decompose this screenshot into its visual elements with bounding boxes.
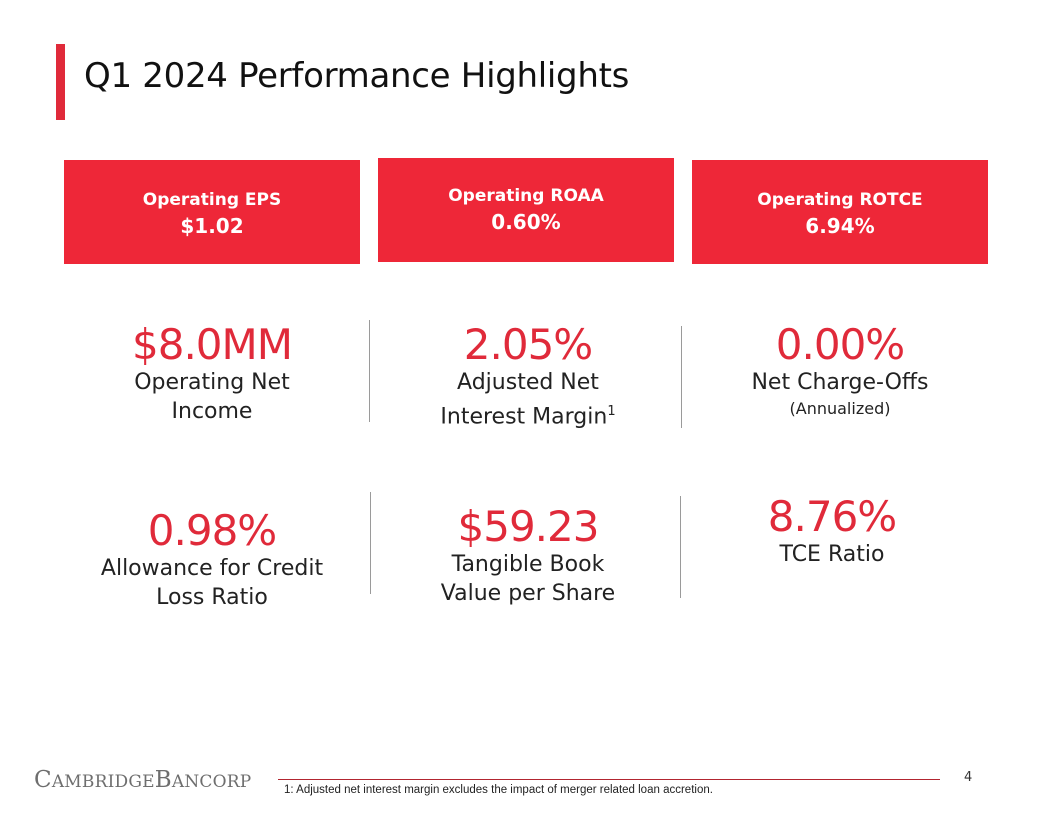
kpi-box-operating-roaa: Operating ROAA 0.60%	[378, 158, 674, 262]
metric-label: Loss Ratio	[156, 585, 268, 610]
metric-label: Value per Share	[440, 581, 616, 606]
title-accent-bar	[56, 44, 65, 120]
metric-label: TCE Ratio	[779, 542, 885, 567]
divider	[681, 326, 682, 428]
metric-value: $8.0MM	[132, 320, 293, 369]
page-title: Q1 2024 Performance Highlights	[84, 56, 630, 96]
metric-operating-net-income: $8.0MM Operating Net Income	[82, 322, 342, 426]
kpi-value: 6.94%	[805, 214, 875, 238]
kpi-box-operating-eps: Operating EPS $1.02	[64, 160, 360, 264]
metric-label: Net Charge-Offs	[751, 370, 929, 395]
metric-label: Income	[171, 399, 253, 424]
metric-value: 0.00%	[775, 320, 905, 369]
kpi-label: Operating ROTCE	[757, 190, 923, 210]
metric-label: Interest Margin1	[396, 397, 660, 431]
footnote: 1: Adjusted net interest margin excludes…	[284, 784, 713, 796]
kpi-label: Operating EPS	[142, 190, 282, 210]
metric-label: Allowance for Credit	[100, 556, 324, 581]
metric-label: Operating Net	[134, 370, 290, 395]
metric-value: 0.98%	[147, 506, 277, 555]
logo-text: AMBRIDGE	[51, 772, 155, 792]
metric-label-text: Interest Margin	[440, 404, 608, 430]
kpi-label: Operating ROAA	[448, 186, 604, 206]
footnote-marker: 1	[607, 404, 616, 419]
metric-label: Adjusted Net	[457, 370, 599, 395]
divider	[680, 496, 681, 598]
metric-value: 8.76%	[767, 492, 897, 541]
metric-tce-ratio: 8.76% TCE Ratio	[700, 494, 964, 569]
metric-allowance-credit-loss: 0.98% Allowance for Credit Loss Ratio	[82, 508, 342, 612]
metric-value: $59.23	[457, 502, 600, 551]
metric-tangible-book-value: $59.23 Tangible Book Value per Share	[396, 504, 660, 608]
kpi-value: 0.60%	[491, 210, 561, 234]
logo-letter: B	[154, 767, 172, 793]
kpi-value: $1.02	[180, 214, 244, 238]
divider	[369, 320, 370, 422]
page-number: 4	[964, 770, 973, 785]
metric-value: 2.05%	[463, 320, 593, 369]
logo-letter: C	[34, 767, 52, 793]
company-logo: CAMBRIDGEBANCORP	[34, 767, 251, 793]
kpi-box-operating-rotce: Operating ROTCE 6.94%	[692, 160, 988, 264]
metric-net-charge-offs: 0.00% Net Charge-Offs (Annualized)	[708, 320, 972, 419]
logo-text: ANCORP	[171, 772, 252, 792]
footer-rule	[278, 779, 940, 780]
metric-note: (Annualized)	[789, 399, 891, 418]
divider	[370, 492, 371, 594]
metric-label: Tangible Book	[451, 552, 605, 577]
metric-adjusted-nim: 2.05% Adjusted Net Interest Margin1	[396, 322, 660, 431]
